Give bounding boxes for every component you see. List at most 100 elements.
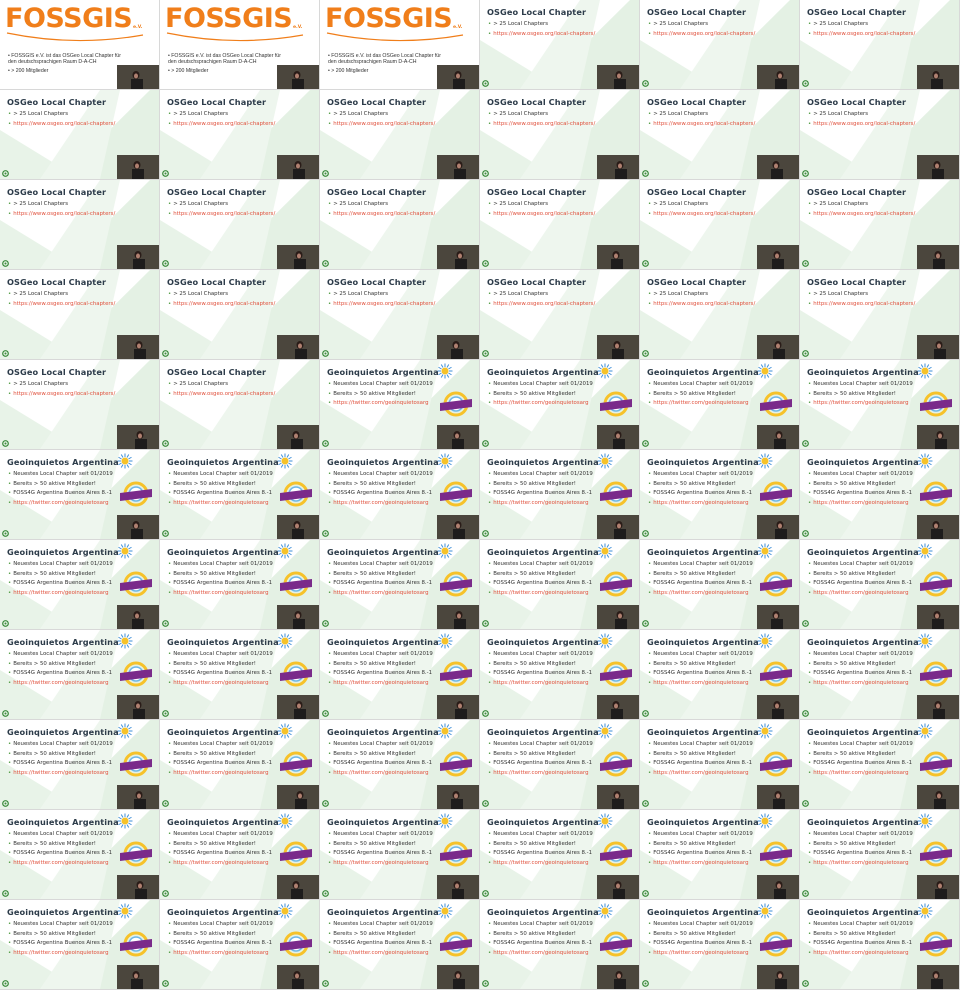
slide-frame[interactable]: OSGeo Local Chapter • > 25 Local Chapters •… [480,0,639,89]
slide-link[interactable]: • https://www.osgeo.org/local-chapters/ [648,300,756,307]
slide-link[interactable]: • https://twitter.com/geoinquietosarg [648,679,749,686]
slide-frame[interactable]: OSGeo Local Chapter • > 25 Local Chapters •… [160,270,319,359]
slide-link[interactable]: • https://www.osgeo.org/local-chapters/ [648,120,756,127]
slide-frame[interactable]: Geoinquietos Argentina • Neuestes Local Ch… [480,900,639,989]
slide-frame[interactable]: OSGeo Local Chapter • > 25 Local Chapters •… [320,270,479,359]
slide-frame[interactable]: Geoinquietos Argentina • Neuestes Local Ch… [160,900,319,989]
slide-link[interactable]: • https://twitter.com/geoinquietosarg [8,679,109,686]
slide-link[interactable]: • https://twitter.com/geoinquietosarg [488,589,589,596]
slide-frame[interactable]: Geoinquietos Argentina • Neuestes Local Ch… [800,630,959,719]
slide-link[interactable]: • https://twitter.com/geoinquietosarg [808,769,909,776]
slide-frame[interactable]: Geoinquietos Argentina • Neuestes Local Ch… [640,810,799,899]
slide-frame[interactable]: Geoinquietos Argentina • Neuestes Local Ch… [480,720,639,809]
slide-link[interactable]: • https://twitter.com/geoinquietosarg [488,949,589,956]
slide-link[interactable]: • https://twitter.com/geoinquietosarg [328,400,429,407]
slide-link[interactable]: • https://www.osgeo.org/local-chapters/ [648,30,756,37]
slide-link[interactable]: • https://www.osgeo.org/local-chapters/ [168,120,276,127]
slide-frame[interactable]: OSGeo Local Chapter • > 25 Local Chapters •… [0,360,159,449]
slide-frame[interactable]: Geoinquietos Argentina • Neuestes Local Ch… [800,720,959,809]
slide-frame[interactable]: OSGeo Local Chapter • > 25 Local Chapters •… [640,270,799,359]
slide-frame[interactable]: Geoinquietos Argentina • Neuestes Local Ch… [480,540,639,629]
slide-link[interactable]: • https://twitter.com/geoinquietosarg [808,589,909,596]
slide-link[interactable]: • https://twitter.com/geoinquietosarg [328,769,429,776]
slide-link[interactable]: • https://www.osgeo.org/local-chapters/ [488,120,596,127]
slide-frame[interactable]: OSGeo Local Chapter • > 25 Local Chapters •… [0,180,159,269]
slide-frame[interactable]: Geoinquietos Argentina • Neuestes Local Ch… [320,900,479,989]
slide-link[interactable]: • https://twitter.com/geoinquietosarg [8,589,109,596]
slide-frame[interactable]: Geoinquietos Argentina • Neuestes Local Ch… [640,720,799,809]
slide-frame[interactable]: Geoinquietos Argentina • Neuestes Local Ch… [0,810,159,899]
slide-frame[interactable]: Geoinquietos Argentina • Neuestes Local Ch… [640,450,799,539]
slide-frame[interactable]: OSGeo Local Chapter • > 25 Local Chapters •… [800,180,959,269]
slide-frame[interactable]: OSGeo Local Chapter • > 25 Local Chapters •… [640,0,799,89]
slide-link[interactable]: • https://twitter.com/geoinquietosarg [648,499,749,506]
slide-link[interactable]: • https://twitter.com/geoinquietosarg [808,949,909,956]
slide-link[interactable]: • https://twitter.com/geoinquietosarg [808,499,909,506]
slide-frame[interactable]: Geoinquietos Argentina • Neuestes Local Ch… [640,360,799,449]
slide-link[interactable]: • https://twitter.com/geoinquietosarg [648,949,749,956]
slide-link[interactable]: • https://twitter.com/geoinquietosarg [488,769,589,776]
slide-frame[interactable]: Geoinquietos Argentina • Neuestes Local Ch… [320,720,479,809]
slide-frame[interactable]: Geoinquietos Argentina • Neuestes Local Ch… [0,540,159,629]
slide-link[interactable]: • https://www.osgeo.org/local-chapters/ [488,210,596,217]
slide-frame[interactable]: Geoinquietos Argentina • Neuestes Local Ch… [800,540,959,629]
slide-link[interactable]: • https://twitter.com/geoinquietosarg [648,769,749,776]
slide-frame[interactable]: Geoinquietos Argentina • Neuestes Local Ch… [800,810,959,899]
slide-frame[interactable]: Geoinquietos Argentina • Neuestes Local Ch… [640,900,799,989]
slide-frame[interactable]: Geoinquietos Argentina • Neuestes Local Ch… [0,450,159,539]
slide-link[interactable]: • https://twitter.com/geoinquietosarg [648,859,749,866]
slide-link[interactable]: • https://www.osgeo.org/local-chapters/ [8,210,116,217]
slide-frame[interactable]: Geoinquietos Argentina • Neuestes Local Ch… [640,540,799,629]
slide-frame[interactable]: FOSSGIS e.V. • FOSSGIS e.V. ist das OSGeo … [160,0,319,89]
slide-link[interactable]: • https://twitter.com/geoinquietosarg [488,679,589,686]
slide-link[interactable]: • https://www.osgeo.org/local-chapters/ [488,300,596,307]
slide-link[interactable]: • https://www.osgeo.org/local-chapters/ [8,390,116,397]
slide-link[interactable]: • https://twitter.com/geoinquietosarg [168,679,269,686]
slide-link[interactable]: • https://www.osgeo.org/local-chapters/ [808,30,916,37]
slide-link[interactable]: • https://www.osgeo.org/local-chapters/ [808,300,916,307]
slide-link[interactable]: • https://twitter.com/geoinquietosarg [328,949,429,956]
slide-frame[interactable]: OSGeo Local Chapter • > 25 Local Chapters •… [480,270,639,359]
slide-frame[interactable]: OSGeo Local Chapter • > 25 Local Chapters •… [160,180,319,269]
slide-frame[interactable]: OSGeo Local Chapter • > 25 Local Chapters •… [0,90,159,179]
slide-frame[interactable]: Geoinquietos Argentina • Neuestes Local Ch… [320,810,479,899]
slide-link[interactable]: • https://www.osgeo.org/local-chapters/ [8,120,116,127]
slide-link[interactable]: • https://www.osgeo.org/local-chapters/ [808,120,916,127]
slide-link[interactable]: • https://www.osgeo.org/local-chapters/ [328,210,436,217]
slide-frame[interactable]: OSGeo Local Chapter • > 25 Local Chapters •… [480,180,639,269]
slide-link[interactable]: • https://twitter.com/geoinquietosarg [488,859,589,866]
slide-frame[interactable]: Geoinquietos Argentina • Neuestes Local Ch… [800,360,959,449]
slide-frame[interactable]: Geoinquietos Argentina • Neuestes Local Ch… [160,450,319,539]
slide-link[interactable]: • https://twitter.com/geoinquietosarg [168,859,269,866]
slide-frame[interactable]: OSGeo Local Chapter • > 25 Local Chapters •… [800,0,959,89]
slide-link[interactable]: • https://twitter.com/geoinquietosarg [808,859,909,866]
slide-link[interactable]: • https://twitter.com/geoinquietosarg [8,949,109,956]
slide-link[interactable]: • https://twitter.com/geoinquietosarg [8,859,109,866]
slide-frame[interactable]: Geoinquietos Argentina • Neuestes Local Ch… [0,630,159,719]
slide-frame[interactable]: OSGeo Local Chapter • > 25 Local Chapters •… [640,180,799,269]
slide-frame[interactable]: OSGeo Local Chapter • > 25 Local Chapters •… [640,90,799,179]
slide-link[interactable]: • https://twitter.com/geoinquietosarg [648,400,749,407]
slide-frame[interactable]: Geoinquietos Argentina • Neuestes Local Ch… [160,630,319,719]
slide-link[interactable]: • https://www.osgeo.org/local-chapters/ [648,210,756,217]
slide-frame[interactable]: Geoinquietos Argentina • Neuestes Local Ch… [160,720,319,809]
slide-frame[interactable]: Geoinquietos Argentina • Neuestes Local Ch… [480,450,639,539]
slide-frame[interactable]: Geoinquietos Argentina • Neuestes Local Ch… [0,900,159,989]
slide-link[interactable]: • https://www.osgeo.org/local-chapters/ [168,300,276,307]
slide-link[interactable]: • https://www.osgeo.org/local-chapters/ [328,300,436,307]
slide-frame[interactable]: Geoinquietos Argentina • Neuestes Local Ch… [800,450,959,539]
slide-frame[interactable]: OSGeo Local Chapter • > 25 Local Chapters •… [480,90,639,179]
slide-link[interactable]: • https://www.osgeo.org/local-chapters/ [8,300,116,307]
slide-link[interactable]: • https://twitter.com/geoinquietosarg [168,589,269,596]
slide-frame[interactable]: Geoinquietos Argentina • Neuestes Local Ch… [480,360,639,449]
slide-frame[interactable]: OSGeo Local Chapter • > 25 Local Chapters •… [320,90,479,179]
slide-link[interactable]: • https://twitter.com/geoinquietosarg [488,400,589,407]
slide-link[interactable]: • https://twitter.com/geoinquietosarg [8,499,109,506]
slide-link[interactable]: • https://www.osgeo.org/local-chapters/ [328,120,436,127]
slide-frame[interactable]: Geoinquietos Argentina • Neuestes Local Ch… [0,720,159,809]
slide-link[interactable]: • https://www.osgeo.org/local-chapters/ [168,210,276,217]
slide-frame[interactable]: Geoinquietos Argentina • Neuestes Local Ch… [160,540,319,629]
slide-frame[interactable]: Geoinquietos Argentina • Neuestes Local Ch… [320,540,479,629]
slide-link[interactable]: • https://twitter.com/geoinquietosarg [328,589,429,596]
slide-link[interactable]: • https://www.osgeo.org/local-chapters/ [488,30,596,37]
